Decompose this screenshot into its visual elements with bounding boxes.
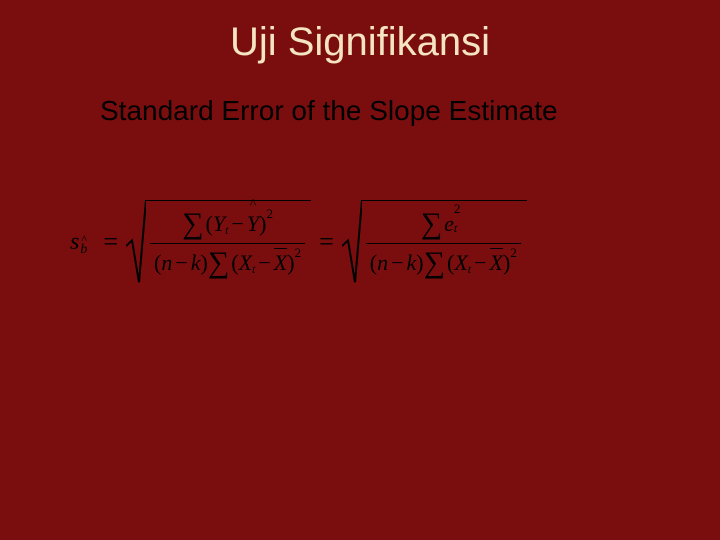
sub-t-3: t [468, 262, 471, 277]
squared-2: 2 [295, 245, 302, 261]
sigma-1: ∑ [182, 207, 203, 241]
denominator-2: ( n − k ) ∑ ( X t − X ) 2 [366, 244, 521, 282]
k-1: k [191, 250, 201, 276]
n-1: n [161, 250, 172, 276]
slide-title: Uji Signifikansi [0, 20, 720, 65]
radicand-2: ∑ e 2 t ( n − k ) ∑ ( X [362, 200, 527, 284]
sqrt-1: ∑ ( Y t − Y ) 2 ( n − k ) ∑ ( [126, 200, 311, 284]
equals-2: = [319, 227, 334, 257]
sigma-2: ∑ [208, 246, 229, 280]
sub-t-2: t [252, 262, 255, 277]
X-t-1: X [239, 250, 252, 276]
fraction-2: ∑ e 2 t ( n − k ) ∑ ( X [366, 205, 521, 282]
e-sub-t: t [454, 221, 457, 236]
sigma-3: ∑ [421, 207, 442, 241]
sub-t-1: t [225, 223, 228, 238]
k-2: k [407, 250, 417, 276]
sqrt-2: ∑ e 2 t ( n − k ) ∑ ( X [342, 200, 527, 284]
X-t-2: X [454, 250, 467, 276]
n-2: n [377, 250, 388, 276]
X-bar-1: X [274, 250, 287, 276]
radical-sign-1 [126, 200, 146, 284]
slide-subtitle: Standard Error of the Slope Estimate [100, 95, 558, 127]
fraction-1: ∑ ( Y t − Y ) 2 ( n − k ) ∑ ( [150, 205, 305, 282]
Y-t: Y [213, 211, 225, 237]
e-var: e [444, 211, 454, 236]
squared-1: 2 [266, 206, 273, 222]
e-squared: 2 [454, 201, 461, 217]
sigma-4: ∑ [424, 246, 445, 280]
radical-sign-2 [342, 200, 362, 284]
numerator-1: ∑ ( Y t − Y ) 2 [178, 205, 277, 243]
numerator-2: ∑ e 2 t [417, 205, 470, 243]
denominator-1: ( n − k ) ∑ ( X t − X ) 2 [150, 244, 305, 282]
Y-hat: Y [247, 211, 259, 237]
equals-1: = [103, 227, 118, 257]
squared-3: 2 [510, 245, 517, 261]
formula: s b = ∑ ( Y t − Y ) 2 [70, 200, 527, 284]
lhs-sub-bhat: b [80, 242, 87, 258]
radicand-1: ∑ ( Y t − Y ) 2 ( n − k ) ∑ ( [146, 200, 311, 284]
lhs: s b [70, 229, 87, 256]
X-bar-2: X [490, 250, 503, 276]
lhs-s: s [70, 229, 79, 256]
minus-1: − [231, 211, 243, 237]
